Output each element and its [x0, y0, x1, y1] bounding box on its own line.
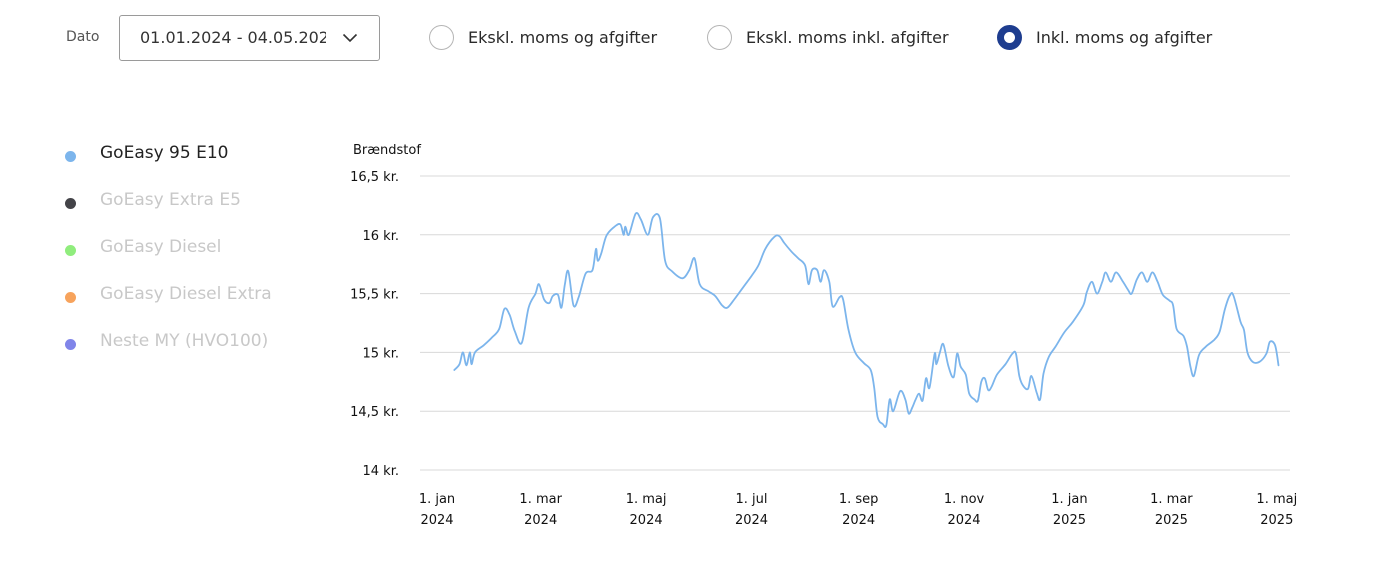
legend-dot-icon — [65, 245, 76, 256]
date-range-value: 01.01.2024 - 04.05.2025 — [140, 28, 326, 47]
date-label: Dato — [66, 29, 100, 45]
x-tick-label: 1. mar — [1150, 492, 1193, 507]
x-tick-label: 1. maj — [1256, 492, 1297, 507]
y-tick-label: 16,5 kr. — [350, 170, 399, 185]
x-tick-label: 1. nov — [944, 492, 985, 507]
x-tick-label: 2025 — [1053, 513, 1086, 528]
x-tick-label: 2024 — [420, 513, 453, 528]
y-tick-label: 14,5 kr. — [350, 405, 399, 420]
radio-label: Inkl. moms og afgifter — [1036, 28, 1213, 47]
legend-dot-icon — [65, 339, 76, 350]
legend-dot-icon — [65, 292, 76, 303]
radio-circle-icon — [707, 25, 732, 50]
x-tick-label: 1. mar — [519, 492, 562, 507]
radio-circle-icon — [429, 25, 454, 50]
y-tick-label: 16 kr. — [363, 229, 400, 244]
radio-label: Ekskl. moms og afgifter — [468, 28, 658, 47]
y-tick-label: 15,5 kr. — [350, 288, 399, 303]
x-tick-label: 1. maj — [626, 492, 667, 507]
x-tick-label: 2024 — [842, 513, 875, 528]
chevron-down-icon — [342, 33, 358, 43]
chart-title: Brændstof — [353, 143, 421, 158]
x-tick-label: 1. sep — [839, 492, 879, 507]
x-tick-label: 1. jul — [735, 492, 767, 507]
series-line-goeasy-95-e10 — [453, 212, 1280, 428]
legend-dot-icon — [65, 151, 76, 162]
legend-dot-icon — [65, 198, 76, 209]
x-tick-label: 1. jan — [419, 492, 455, 507]
date-range-select[interactable]: 01.01.2024 - 04.05.2025 — [119, 15, 380, 61]
y-tick-label: 15 kr. — [363, 346, 400, 361]
x-tick-label: 2024 — [947, 513, 980, 528]
x-tick-label: 2025 — [1260, 513, 1293, 528]
x-tick-label: 2024 — [630, 513, 663, 528]
legend-label: GoEasy Diesel Extra — [100, 284, 272, 304]
x-tick-label: 2024 — [735, 513, 768, 528]
legend-label: GoEasy Extra E5 — [100, 190, 241, 210]
radio-label: Ekskl. moms inkl. afgifter — [746, 28, 949, 47]
x-tick-label: 1. jan — [1051, 492, 1087, 507]
y-tick-label: 14 kr. — [363, 464, 400, 479]
x-tick-label: 2024 — [524, 513, 557, 528]
legend-label: GoEasy Diesel — [100, 237, 222, 257]
legend-label: GoEasy 95 E10 — [100, 143, 229, 163]
x-tick-label: 2025 — [1155, 513, 1188, 528]
radio-circle-selected-icon — [997, 25, 1022, 50]
legend-label: Neste MY (HVO100) — [100, 331, 269, 351]
